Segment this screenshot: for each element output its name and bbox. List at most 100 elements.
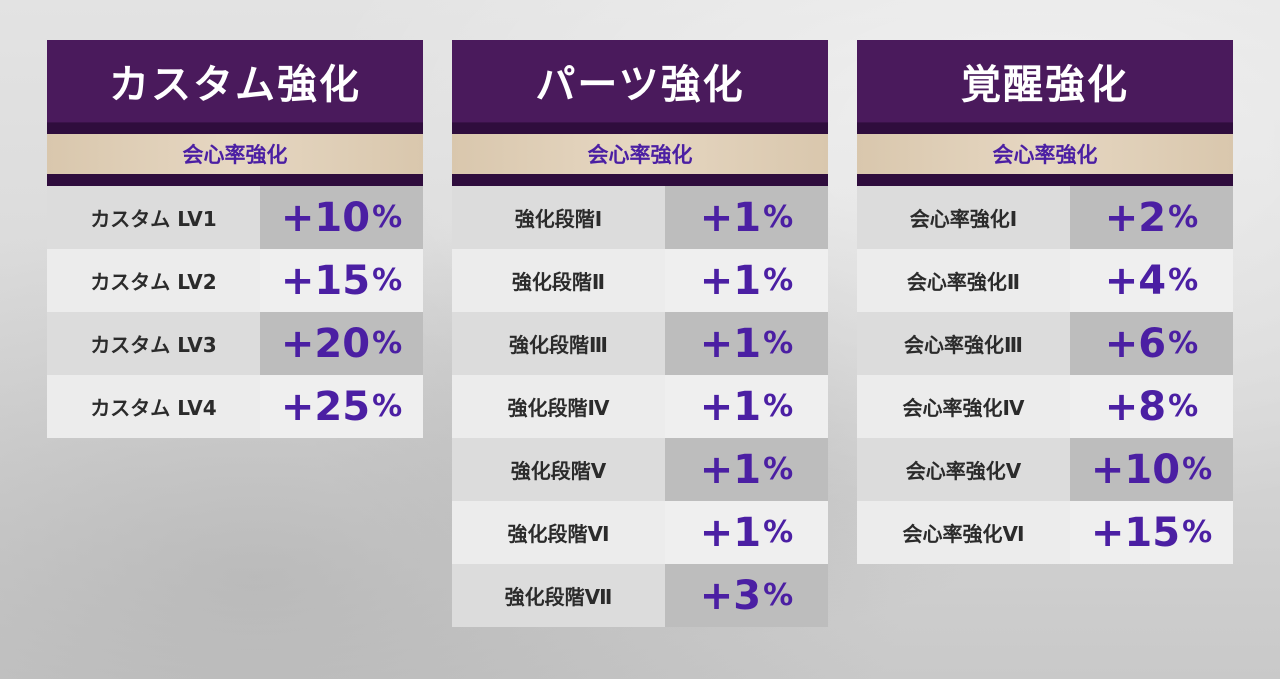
row-label: 強化段階Ⅲ	[452, 312, 665, 375]
value-number: +1	[699, 446, 762, 493]
row-label: 強化段階Ⅳ	[452, 375, 665, 438]
value-unit: %	[1168, 263, 1199, 298]
panel-title: 覚醒強化	[857, 40, 1233, 122]
row-value: +1%	[665, 186, 828, 249]
value-unit: %	[763, 515, 794, 550]
subtitle-divider	[47, 174, 423, 186]
value-unit: %	[763, 578, 794, 613]
row-value: +1%	[665, 375, 828, 438]
header-divider	[47, 122, 423, 134]
awakening-enhancement-panel: 覚醒強化 会心率強化 会心率強化Ⅰ +2% 会心率強化Ⅱ +4% 会心率強化Ⅲ …	[857, 40, 1233, 564]
table-row: 会心率強化Ⅴ +10%	[857, 438, 1233, 501]
table-row: 強化段階Ⅰ +1%	[452, 186, 828, 249]
value-unit: %	[763, 326, 794, 361]
value-unit: %	[1168, 326, 1199, 361]
value-unit: %	[763, 200, 794, 235]
panel-subtitle: 会心率強化	[857, 134, 1233, 174]
row-label: 会心率強化Ⅵ	[857, 501, 1070, 564]
row-value: +20%	[260, 312, 423, 375]
value-number: +1	[699, 383, 762, 430]
value-unit: %	[372, 200, 403, 235]
header-divider	[857, 122, 1233, 134]
row-value: +3%	[665, 564, 828, 627]
value-number: +8	[1104, 383, 1167, 430]
value-number: +1	[699, 257, 762, 304]
value-number: +20	[280, 320, 371, 367]
table-row: 強化段階Ⅲ +1%	[452, 312, 828, 375]
value-number: +25	[280, 383, 371, 430]
table-row: 強化段階Ⅱ +1%	[452, 249, 828, 312]
row-label: 会心率強化Ⅲ	[857, 312, 1070, 375]
value-number: +15	[280, 257, 371, 304]
table-row: カスタム LV2 +15%	[47, 249, 423, 312]
table-row: 会心率強化Ⅰ +2%	[857, 186, 1233, 249]
value-number: +10	[280, 194, 371, 241]
table-row: 強化段階Ⅳ +1%	[452, 375, 828, 438]
row-label: カスタム LV3	[47, 312, 260, 375]
value-unit: %	[763, 389, 794, 424]
value-number: +6	[1104, 320, 1167, 367]
table-row: 会心率強化Ⅳ +8%	[857, 375, 1233, 438]
row-value: +1%	[665, 438, 828, 501]
row-label: 強化段階Ⅴ	[452, 438, 665, 501]
value-number: +15	[1090, 509, 1181, 556]
row-value: +4%	[1070, 249, 1233, 312]
value-number: +1	[699, 320, 762, 367]
row-value: +1%	[665, 312, 828, 375]
row-value: +6%	[1070, 312, 1233, 375]
row-label: 強化段階Ⅱ	[452, 249, 665, 312]
value-unit: %	[372, 326, 403, 361]
table-row: 強化段階Ⅶ +3%	[452, 564, 828, 627]
value-unit: %	[1182, 452, 1213, 487]
table-row: カスタム LV3 +20%	[47, 312, 423, 375]
value-number: +1	[699, 509, 762, 556]
value-unit: %	[372, 263, 403, 298]
row-label: カスタム LV4	[47, 375, 260, 438]
row-label: カスタム LV2	[47, 249, 260, 312]
row-value: +1%	[665, 249, 828, 312]
parts-enhancement-panel: パーツ強化 会心率強化 強化段階Ⅰ +1% 強化段階Ⅱ +1% 強化段階Ⅲ +1…	[452, 40, 828, 627]
row-value: +25%	[260, 375, 423, 438]
panel-subtitle: 会心率強化	[47, 134, 423, 174]
row-value: +10%	[1070, 438, 1233, 501]
value-number: +2	[1104, 194, 1167, 241]
custom-enhancement-panel: カスタム強化 会心率強化 カスタム LV1 +10% カスタム LV2 +15%…	[47, 40, 423, 438]
stat-table: 強化段階Ⅰ +1% 強化段階Ⅱ +1% 強化段階Ⅲ +1% 強化段階Ⅳ +1% …	[452, 186, 828, 627]
row-label: 会心率強化Ⅳ	[857, 375, 1070, 438]
table-row: 強化段階Ⅵ +1%	[452, 501, 828, 564]
subtitle-divider	[857, 174, 1233, 186]
row-label: 強化段階Ⅵ	[452, 501, 665, 564]
header-divider	[452, 122, 828, 134]
value-number: +10	[1090, 446, 1181, 493]
row-label: 強化段階Ⅶ	[452, 564, 665, 627]
row-value: +1%	[665, 501, 828, 564]
row-value: +2%	[1070, 186, 1233, 249]
table-row: 会心率強化Ⅲ +6%	[857, 312, 1233, 375]
row-value: +8%	[1070, 375, 1233, 438]
row-label: 会心率強化Ⅴ	[857, 438, 1070, 501]
stat-table: カスタム LV1 +10% カスタム LV2 +15% カスタム LV3 +20…	[47, 186, 423, 438]
value-unit: %	[1168, 200, 1199, 235]
value-number: +1	[699, 194, 762, 241]
value-unit: %	[1168, 389, 1199, 424]
row-value: +10%	[260, 186, 423, 249]
table-row: 会心率強化Ⅱ +4%	[857, 249, 1233, 312]
table-row: 強化段階Ⅴ +1%	[452, 438, 828, 501]
row-label: カスタム LV1	[47, 186, 260, 249]
row-label: 会心率強化Ⅰ	[857, 186, 1070, 249]
table-row: カスタム LV1 +10%	[47, 186, 423, 249]
value-unit: %	[1182, 515, 1213, 550]
panel-title: カスタム強化	[47, 40, 423, 122]
table-row: 会心率強化Ⅵ +15%	[857, 501, 1233, 564]
value-number: +3	[699, 572, 762, 619]
value-unit: %	[763, 452, 794, 487]
subtitle-divider	[452, 174, 828, 186]
table-row: カスタム LV4 +25%	[47, 375, 423, 438]
stat-table: 会心率強化Ⅰ +2% 会心率強化Ⅱ +4% 会心率強化Ⅲ +6% 会心率強化Ⅳ …	[857, 186, 1233, 564]
value-unit: %	[372, 389, 403, 424]
panel-title: パーツ強化	[452, 40, 828, 122]
value-number: +4	[1104, 257, 1167, 304]
panel-subtitle: 会心率強化	[452, 134, 828, 174]
row-value: +15%	[260, 249, 423, 312]
row-value: +15%	[1070, 501, 1233, 564]
